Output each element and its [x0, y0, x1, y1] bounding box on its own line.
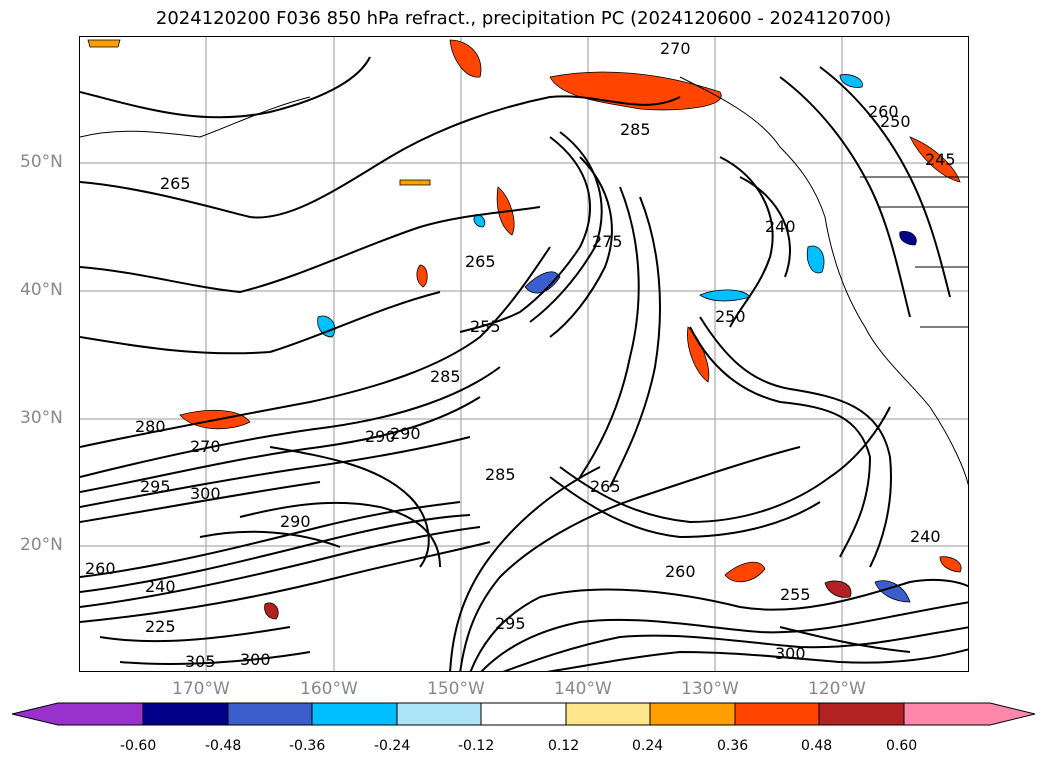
precip-patch-negative: [839, 74, 863, 88]
contour-label: 265: [465, 252, 496, 271]
contour-label: 240: [910, 527, 941, 546]
lon-label-140w: 140°W: [554, 679, 612, 699]
colorbar-tick-label: -0.36: [289, 738, 326, 754]
contour-label: 295: [495, 614, 526, 633]
map-panel: 265 270 285 260 250 245 240 275 255 250 …: [79, 36, 969, 672]
precip-patch-positive: [264, 602, 279, 620]
precip-patch-negative: [806, 245, 825, 274]
contour-label: 250: [880, 112, 911, 131]
precip-patch-positive: [724, 561, 766, 583]
colorbar-tick-label: 0.12: [548, 738, 580, 754]
graticule: [80, 37, 968, 671]
colorbar-tick-label: -0.60: [120, 738, 157, 754]
precip-patch-negative: [473, 214, 486, 228]
contour-label: 275: [592, 232, 623, 251]
colorbar-tick-label: 0.48: [801, 738, 833, 754]
map-canvas: 265 270 285 260 250 245 240 275 255 250 …: [80, 37, 968, 671]
contour-label: 300: [190, 484, 221, 503]
contour-label: 255: [780, 585, 811, 604]
precip-patch-positive: [909, 136, 961, 183]
contour-label: 300: [775, 644, 806, 663]
contour-label: 260: [665, 562, 696, 581]
contour-label: 265: [590, 477, 621, 496]
precip-patch-negative: [317, 315, 336, 338]
contour-label: 300: [240, 650, 271, 669]
lat-label-20n: 20°N: [20, 535, 63, 555]
precip-patches: [87, 39, 962, 620]
colorbar-tick-label: 0.36: [717, 738, 749, 754]
contour-label: 260: [85, 559, 116, 578]
colorbar-bin: [565, 702, 651, 726]
lon-label-120w: 120°W: [808, 679, 866, 699]
colorbar-tick-label: 0.24: [632, 738, 664, 754]
colorbar-bin: [227, 702, 313, 726]
precip-patch-positive: [549, 71, 722, 111]
colorbar-bin: [649, 702, 736, 726]
colorbar-bin: [142, 702, 229, 726]
colorbar-bin: [734, 702, 820, 726]
colorbar: [11, 702, 1036, 726]
contour-label: 290: [365, 427, 396, 446]
map-title: 2024120200 F036 850 hPa refract., precip…: [155, 8, 892, 29]
contour-label: 290: [390, 424, 421, 443]
colorbar-tick-label: 0.60: [886, 738, 918, 754]
colorbar-bin: [480, 702, 567, 726]
lat-label-50n: 50°N: [20, 152, 63, 172]
contour-label: 240: [765, 217, 796, 236]
precip-patch-positive: [449, 39, 482, 78]
precip-patch-positive: [87, 39, 121, 48]
precip-patch-negative: [524, 271, 561, 294]
contour-label: 305: [185, 652, 216, 671]
lon-label-150w: 150°W: [427, 679, 485, 699]
contour-label: 295: [140, 477, 171, 496]
precip-patch-positive: [416, 264, 428, 288]
contour-label: 285: [620, 120, 651, 139]
precip-patch-negative: [899, 230, 917, 246]
colorbar-extend-high: [903, 702, 1036, 726]
refractivity-contours: [80, 56, 968, 671]
colorbar-bin: [818, 702, 905, 726]
contour-label: 285: [430, 367, 461, 386]
contour-label: 285: [485, 465, 516, 484]
lon-label-170w: 170°W: [172, 679, 230, 699]
precip-patch-positive: [399, 179, 431, 186]
precip-patch-positive: [939, 556, 962, 573]
colorbar-tick-label: -0.48: [205, 738, 242, 754]
lon-label-130w: 130°W: [681, 679, 739, 699]
contour-label: 225: [145, 617, 176, 636]
colorbar-bin: [311, 702, 398, 726]
contour-labels: 265 270 285 260 250 245 240 275 255 250 …: [85, 39, 956, 671]
colorbar-tick-label: -0.24: [374, 738, 411, 754]
precip-patch-positive: [824, 580, 852, 598]
contour-label: 240: [145, 577, 176, 596]
contour-label: 260: [868, 102, 899, 121]
lon-label-160w: 160°W: [300, 679, 358, 699]
lat-label-30n: 30°N: [20, 408, 63, 428]
contour-label: 270: [660, 39, 691, 58]
colorbar-extend-low: [11, 702, 144, 726]
contour-label: 280: [135, 417, 166, 436]
precip-patch-negative: [699, 289, 751, 302]
precip-patch-positive: [687, 326, 710, 383]
colorbar-tick-label: -0.12: [458, 738, 495, 754]
contour-label: 270: [190, 437, 221, 456]
contour-label: 245: [925, 150, 956, 169]
contour-label: 255: [470, 317, 501, 336]
coastlines: [80, 76, 968, 487]
precip-patch-negative: [874, 580, 911, 603]
contour-label: 265: [160, 174, 191, 193]
colorbar-bin: [396, 702, 482, 726]
contour-label: 290: [280, 512, 311, 531]
contour-label: 250: [715, 307, 746, 326]
lat-label-40n: 40°N: [20, 280, 63, 300]
